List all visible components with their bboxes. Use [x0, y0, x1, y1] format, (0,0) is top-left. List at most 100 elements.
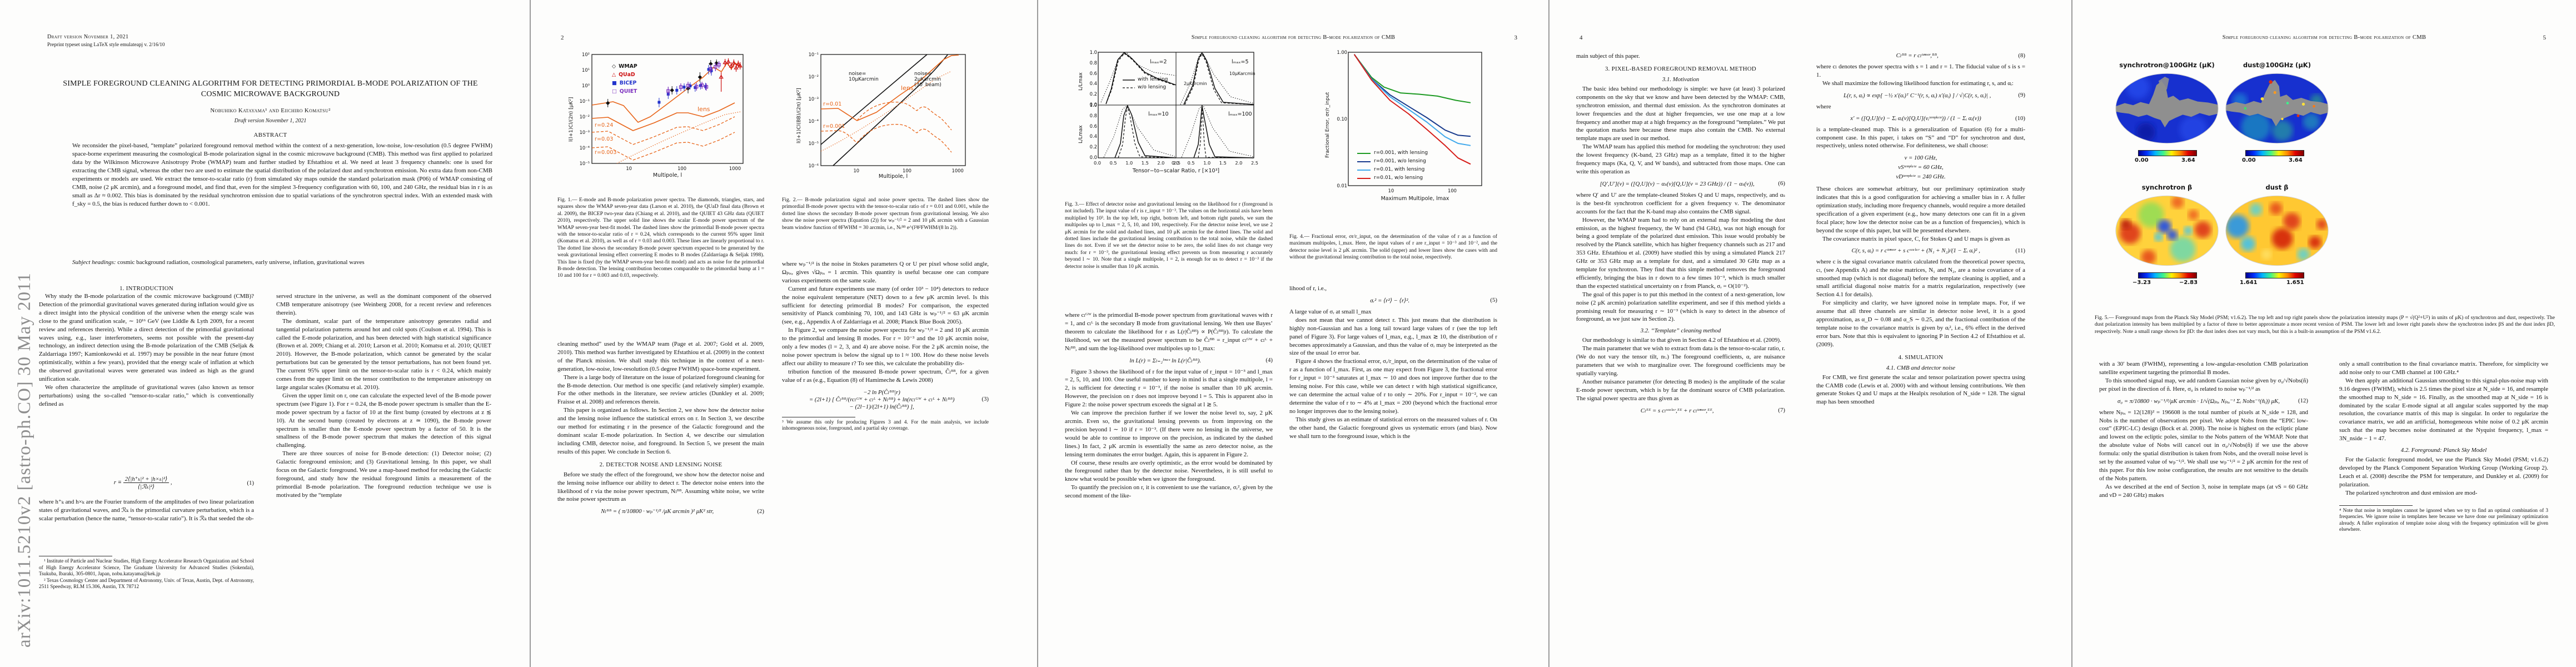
- fig2-label-r0001: r=0.001: [823, 123, 845, 130]
- equation-1-number: (1): [247, 479, 254, 486]
- paragraph: Figure 3 shows the likelihood of r for t…: [1065, 368, 1273, 409]
- paragraph: Of course, these results are overly opti…: [1065, 459, 1273, 483]
- page-3: Simple foreground cleaning algorithm for…: [1038, 0, 1548, 667]
- paragraph: where c is the signal covariance matrix …: [1816, 258, 2025, 298]
- fig2-label-noise2: noise= 2μKarcmin (30′ beam): [914, 71, 941, 88]
- fig1-label-r0003: r=0.003: [595, 150, 617, 156]
- tick-label: 10⁻³: [579, 130, 590, 135]
- fig1-x-tick: 10: [626, 166, 632, 171]
- frequency-line: ν = 100 GHz,: [1904, 155, 1937, 162]
- quiet-points: [666, 61, 721, 96]
- map-title-synch-beta: synchrotron β: [2141, 183, 2193, 191]
- fig3-legend-dashed: w/o lensing: [1138, 84, 1167, 90]
- section-1-heading: 1. INTRODUCTION: [119, 285, 173, 292]
- tick-label: 1.0: [1089, 49, 1097, 55]
- tick-label: 1.5: [1141, 160, 1149, 166]
- fig1-y-label: l(l+1)Cl/(2π) [μK²]: [569, 97, 574, 142]
- colorbar-max: 3.64: [2181, 157, 2195, 163]
- fig3-y-label: L/Lmax: [1078, 72, 1084, 91]
- colorbar-max: −2.83: [2179, 280, 2198, 286]
- figure-1: 10² 10¹ 10⁰ 10⁻¹ 10⁻² 10⁻³ 10⁻⁴ 10⁻⁵ 10 100 100…: [564, 50, 759, 197]
- map-title-dust-beta: dust β: [2265, 183, 2289, 191]
- fig3-legend-solid: with lensing: [1138, 77, 1168, 82]
- legend-label: QUIET: [619, 88, 637, 94]
- fig2-x-tick: 1000: [951, 168, 964, 173]
- figure-4: 1.00 0.10 0.01 10 100 Fractional Error, σr…: [1318, 47, 1502, 225]
- footnote-4-block: ⁴ Note that noise in templates cannot be…: [2339, 505, 2548, 533]
- page5-left-column: with a 30′ beam (FWHM), representing a l…: [2099, 360, 2308, 500]
- footnote-4: ⁴ Note that noise in templates cannot be…: [2339, 507, 2548, 532]
- authors: Nobuhiko Katayama¹ and Eiichiro Komatsu²: [210, 107, 331, 114]
- tick-label: 0.0: [1089, 154, 1097, 160]
- paragraph: does not mean that we cannot detect r. T…: [1289, 316, 1497, 357]
- tick-label: 2.0: [1235, 160, 1243, 166]
- fig1-label-lens: lens: [697, 106, 710, 113]
- paragraph: where Q′ and U′ are the template-cleaned…: [1576, 191, 1785, 215]
- paragraph: The main parameter that we wish to extra…: [1576, 345, 1785, 377]
- triangle-icon: △: [612, 72, 616, 78]
- wmap-points: [605, 59, 719, 107]
- square-icon: ■: [612, 80, 617, 86]
- paragraph: There are three sources of noise for B-m…: [276, 450, 491, 499]
- bicep-points: [657, 65, 713, 107]
- tick-label: 0.0: [1094, 160, 1102, 166]
- date-line: Draft version November 1, 2021: [234, 118, 307, 124]
- tick-label: 0.01: [1337, 183, 1347, 188]
- equation-3: −2 ln P(Ĉₗᴮᴮ|r) = (2l+1) [ Ĉₗᴮᴮ/(rcₗᴳᵂ +…: [809, 389, 989, 410]
- fig1-x-tick: 1000: [729, 166, 741, 171]
- column-right-intro: served structure in the universe, as wel…: [276, 292, 491, 500]
- fig3-x-label: Tensor−to−scalar Ratio, r [×10³]: [1132, 168, 1220, 174]
- fig2-y-ticks: 10⁻¹ 10⁻² 10⁻³ 10⁻⁴ 10⁻⁵ 10⁻⁶: [802, 52, 819, 168]
- paragraph: only a small contribution to the final c…: [2339, 361, 2548, 376]
- fig1-y-ticks: 10² 10¹ 10⁰ 10⁻¹ 10⁻² 10⁻³ 10⁻⁴ 10⁻⁵: [573, 52, 590, 166]
- subject-headings: Subject headings: cosmic background radi…: [72, 258, 492, 267]
- map-dust-intensity: [2225, 73, 2329, 144]
- paragraph: These choices are somewhat arbitrary, bu…: [1816, 186, 2025, 234]
- tick-label: 10⁻⁴: [808, 118, 819, 124]
- colorbar-min: −3.23: [2132, 280, 2151, 286]
- paragraph: where Nₚᵢₓ = 12(128)² = 196608 is the to…: [2099, 409, 2308, 482]
- paragraph: The covariance matrix in pixel space, C,…: [1822, 235, 2010, 242]
- page-1: arXiv:1011.5210v2 [astro-ph.CO] 30 May 2…: [0, 0, 530, 667]
- page-5: Simple foreground cleaning algorithm for…: [2072, 0, 2576, 667]
- fig4-x-label: Maximum Multipole, lmax: [1381, 196, 1449, 202]
- paragraph: tribution function of the measured B-mod…: [782, 368, 989, 384]
- paragraph: main subject of this paper.: [1576, 53, 1640, 59]
- page4-right-column: Cₗᴮᴮ = r cₗᵗᵉⁿˢᵒʳ,ᴮᴮ, (8) where cₗ denote…: [1816, 48, 2025, 406]
- footnote-3-block: ³ We assume this only for producing Figu…: [782, 416, 989, 432]
- paragraph: There is a large body of literature on t…: [557, 374, 764, 406]
- figure-2: 10⁻¹ 10⁻² 10⁻³ 10⁻⁴ 10⁻⁵ 10⁻⁶ 10 100 1000 l(l…: [791, 50, 985, 197]
- figure-1-caption: Fig. 1.— E-mode and B-mode polarization …: [557, 197, 764, 279]
- map-synchrotron-beta: [2115, 195, 2219, 266]
- figure-4-caption: Fig. 4.— Fractional error, σr/r_input, o…: [1289, 233, 1497, 261]
- tick-label: 0.6: [1089, 123, 1097, 129]
- paragraph: This paper is organized as follows. In S…: [557, 407, 764, 455]
- paragraph: where h⁺ₖ and h×ₖ are the Fourier transf…: [39, 499, 254, 522]
- paragraph: A large value of σᵣ at small l_max: [1289, 308, 1372, 315]
- fig3-panel-label-1: lₘₐₓ=2: [1150, 59, 1167, 65]
- page2-right-column: where wₚ⁻¹/² is the noise in Stokes para…: [782, 260, 989, 432]
- paragraph: For simplicity and clarity, we have igno…: [1816, 300, 2025, 348]
- fig2-label-noise10: noise= 10μKarcmin: [849, 71, 879, 82]
- colorbar-dust-beta: [2245, 272, 2304, 278]
- fig3-panel-label-4: lₘₐₓ=100: [1228, 111, 1252, 117]
- legend-label: WMAP: [619, 63, 637, 69]
- fig1-label-r003: r=0.03: [595, 136, 614, 142]
- tick-label: 2.5: [1173, 160, 1180, 166]
- paragraph: Figure 4 shows the fractional error, σᵣ/…: [1289, 358, 1497, 415]
- equation-1-formula: r ≡ 2⟨|h⁺ₖ|² + |h×ₖ|²⟩ ⟨|ℛₖ|²⟩ ,: [113, 476, 172, 490]
- frequency-line: νSᵗᵉᵐᵖˡᵃᵗᵉ = 60 GHz,: [1898, 164, 1944, 171]
- page-number: 4: [1580, 34, 1583, 41]
- tick-label: 1.00: [1337, 49, 1347, 55]
- fig1-legend: ◇ WMAP △ QUaD ■ BICEP □ QUIET: [612, 63, 637, 97]
- fig1-label-r024: r=0.24: [595, 122, 614, 128]
- page-number: 2: [561, 34, 564, 41]
- map-synchrotron-intensity: [2115, 73, 2219, 144]
- figure-1-plot: [591, 54, 744, 164]
- abstract-heading: ABSTRACT: [253, 132, 287, 138]
- tick-label: 0.10: [1337, 116, 1347, 122]
- figure-2-plot: [820, 54, 966, 166]
- footnote-3: ³ We assume this only for producing Figu…: [782, 419, 989, 431]
- tick-label: 0.5: [1109, 160, 1117, 166]
